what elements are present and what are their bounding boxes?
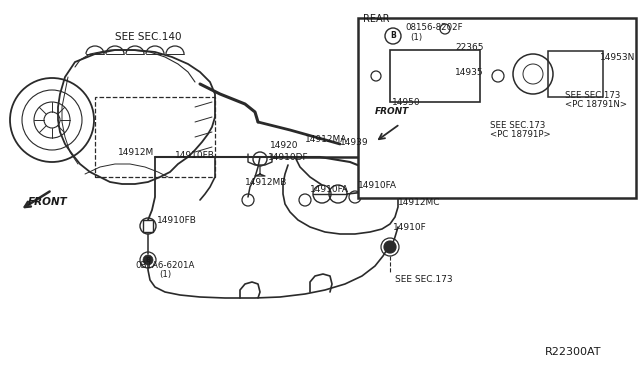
Text: <PC 18791P>: <PC 18791P> <box>490 130 550 139</box>
Text: 14935: 14935 <box>455 68 484 77</box>
Circle shape <box>384 241 396 253</box>
Text: 14950: 14950 <box>392 98 420 107</box>
Text: 14953N: 14953N <box>600 53 636 62</box>
Text: FRONT: FRONT <box>375 107 409 116</box>
Text: 14912MA: 14912MA <box>305 135 348 144</box>
Text: R22300AT: R22300AT <box>545 347 602 357</box>
Text: 14910FA: 14910FA <box>310 185 349 194</box>
Text: REAR: REAR <box>363 14 390 24</box>
Text: B: B <box>145 257 150 263</box>
Text: FRONT: FRONT <box>28 197 68 207</box>
Circle shape <box>385 242 395 252</box>
Circle shape <box>143 255 153 265</box>
Bar <box>358 18 636 198</box>
Text: 14910FA: 14910FA <box>358 181 397 190</box>
Text: 14912MC: 14912MC <box>398 198 440 207</box>
Text: 14910DF: 14910DF <box>268 153 308 162</box>
Bar <box>95 97 215 177</box>
Bar <box>548 51 603 97</box>
Text: 14912M: 14912M <box>118 148 154 157</box>
Bar <box>390 50 480 102</box>
Text: 14910FB: 14910FB <box>175 151 215 160</box>
Text: SEE SEC.140: SEE SEC.140 <box>115 32 181 42</box>
Text: 14910FB: 14910FB <box>157 216 197 225</box>
Text: 14912MB: 14912MB <box>245 178 287 187</box>
Text: 22365: 22365 <box>455 43 483 52</box>
Text: (1): (1) <box>410 33 422 42</box>
Text: (1): (1) <box>159 270 171 279</box>
Text: 14939: 14939 <box>340 138 369 147</box>
Text: 14920: 14920 <box>270 141 298 150</box>
Text: SEE SEC.173: SEE SEC.173 <box>490 121 545 130</box>
Text: 0B1A6-6201A: 0B1A6-6201A <box>135 261 195 270</box>
Text: SEE SEC.173: SEE SEC.173 <box>395 275 452 284</box>
Text: 08156-8202F: 08156-8202F <box>405 23 463 32</box>
Text: <PC 18791N>: <PC 18791N> <box>565 100 627 109</box>
Text: SEE SEC.173: SEE SEC.173 <box>565 91 620 100</box>
Text: 14910F: 14910F <box>393 223 427 232</box>
Text: B: B <box>390 32 396 41</box>
